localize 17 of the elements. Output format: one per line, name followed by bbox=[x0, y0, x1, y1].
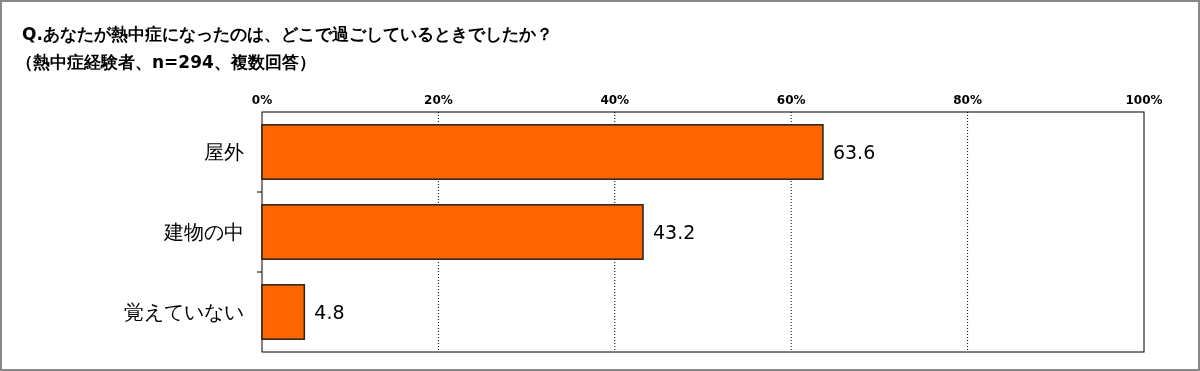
x-tick-label: 80% bbox=[953, 93, 982, 107]
data-label: 63.6 bbox=[832, 141, 876, 163]
data-label: 43.2 bbox=[653, 221, 696, 243]
x-tick-label: 60% bbox=[776, 93, 806, 107]
y-tick-label: 建物の中 bbox=[163, 220, 244, 244]
x-tick-label: 0% bbox=[251, 93, 273, 107]
bar bbox=[261, 204, 644, 260]
y-tick-label: 覚えていない bbox=[124, 300, 244, 324]
subtitle: （熱中症経験者、n=294、複数回答） bbox=[16, 52, 316, 72]
y-tick-label: 屋外 bbox=[204, 140, 244, 164]
data-label: 4.8 bbox=[314, 301, 345, 323]
bar bbox=[261, 124, 824, 180]
x-tick-label: 100% bbox=[1125, 93, 1163, 107]
x-tick-label: 40% bbox=[600, 93, 630, 107]
bar bbox=[261, 284, 306, 340]
title: Q.あなたが熱中症になったのは、どこで過ごしているときでしたか？ bbox=[22, 24, 553, 44]
x-tick-label: 20% bbox=[424, 93, 453, 107]
